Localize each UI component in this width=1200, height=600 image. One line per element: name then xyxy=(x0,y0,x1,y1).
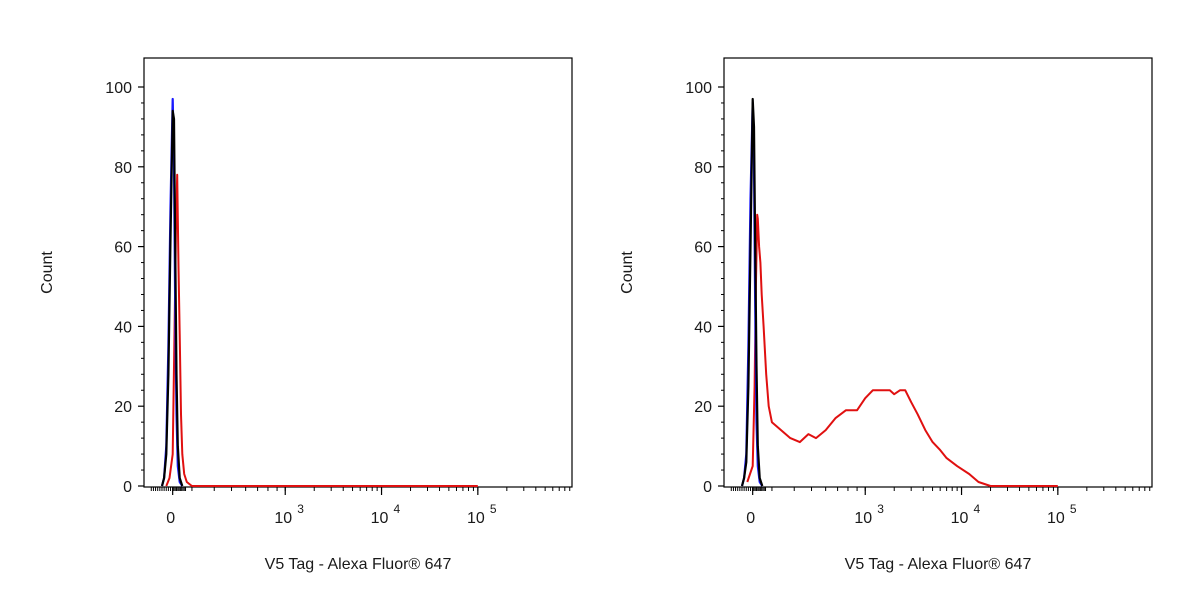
x-axis-label: V5 Tag - Alexa Fluor® 647 xyxy=(265,556,452,573)
x-tick-exponent: 3 xyxy=(877,502,884,516)
x-tick-exponent: 5 xyxy=(1070,502,1077,516)
y-axis-label: Count xyxy=(39,251,56,294)
x-tick-label: 0 xyxy=(746,510,755,527)
y-tick-label: 40 xyxy=(114,319,132,336)
y-tick-label: 100 xyxy=(685,80,712,97)
x-tick-exponent: 5 xyxy=(490,502,497,516)
y-tick-label: 80 xyxy=(694,160,712,177)
plot-frame xyxy=(143,57,573,488)
x-tick-label: 0 xyxy=(166,510,175,527)
x-tick-label: 10 xyxy=(951,510,969,527)
y-tick-label: 0 xyxy=(123,479,132,496)
x-tick-exponent: 4 xyxy=(394,502,401,516)
histogram-line-red xyxy=(165,173,478,487)
x-axis-label: V5 Tag - Alexa Fluor® 647 xyxy=(845,556,1032,573)
y-tick-label: 20 xyxy=(114,399,132,416)
y-tick-label: 60 xyxy=(114,240,132,257)
x-tick-label: 10 xyxy=(854,510,872,527)
y-axis-label: Count xyxy=(619,251,636,294)
y-tick-label: 60 xyxy=(694,240,712,257)
y-tick-label: 40 xyxy=(694,319,712,336)
y-tick-label: 80 xyxy=(114,160,132,177)
histogram-panel-right: 0 20 40 60 80 100 0 10 3 10 4 10 5 V5 Tag - Alexa Flu… xyxy=(619,57,1153,573)
x-tick-label: 10 xyxy=(467,510,485,527)
y-tick-label: 20 xyxy=(694,399,712,416)
y-tick-label: 0 xyxy=(703,479,712,496)
x-tick-label: 10 xyxy=(371,510,389,527)
x-tick-exponent: 3 xyxy=(297,502,304,516)
y-tick-label: 100 xyxy=(105,80,132,97)
histogram-line-black xyxy=(160,109,184,487)
histogram-panel-left: 0 20 40 60 80 100 0 10 3 10 4 10 5 V5 Tag - Alexa Flu… xyxy=(39,57,573,573)
plot-frame xyxy=(723,57,1153,488)
x-tick-label: 10 xyxy=(1047,510,1065,527)
x-tick-exponent: 4 xyxy=(974,502,981,516)
histogram-line-red xyxy=(746,213,1058,487)
histogram-line-black xyxy=(740,97,764,487)
x-tick-label: 10 xyxy=(274,510,292,527)
